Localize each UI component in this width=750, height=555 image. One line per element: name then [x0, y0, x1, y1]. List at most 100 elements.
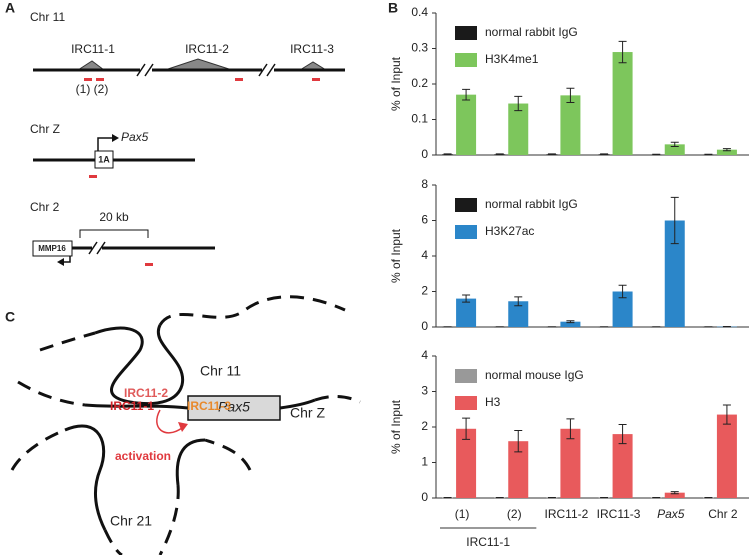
- site-label: (1): [76, 82, 91, 96]
- bar: [560, 428, 581, 498]
- region-label: IRC11-2: [185, 42, 229, 56]
- scale-bar: [79, 229, 149, 238]
- y-tick-label: 6: [421, 213, 428, 227]
- x-tick-label: (1): [455, 507, 470, 521]
- legend-label: normal mouse IgG: [485, 368, 584, 382]
- legend-label: H3K27ac: [485, 224, 534, 238]
- bar: [508, 301, 529, 327]
- scale-label: 20 kb: [99, 210, 129, 224]
- chromosome: [204, 438, 252, 471]
- legend-label: H3K4me1: [485, 52, 539, 66]
- legend-label: normal rabbit IgG: [485, 25, 578, 39]
- legend-swatch: [455, 26, 477, 40]
- break: [88, 241, 106, 255]
- x-tick-label: IRC11-2: [545, 507, 589, 521]
- bar: [716, 414, 737, 498]
- region-label: IRC11-2: [124, 386, 168, 400]
- chromosome: [314, 395, 361, 404]
- legend-label: normal rabbit IgG: [485, 197, 578, 211]
- primer: [89, 175, 97, 178]
- chromosome: [10, 428, 66, 471]
- bar: [560, 95, 581, 155]
- error-bar: [722, 148, 731, 152]
- y-tick-label: 2: [421, 284, 428, 298]
- legend-swatch: [455, 396, 477, 410]
- error-bar: [462, 88, 471, 101]
- exon-box: [94, 150, 114, 169]
- primer: [145, 263, 153, 266]
- chromosome: [158, 484, 180, 555]
- x-tick-label: IRC11-3: [597, 507, 641, 521]
- error-bar: [670, 141, 679, 147]
- gene-box: [187, 395, 281, 421]
- error-bar: [566, 418, 575, 440]
- arrowhead: [57, 258, 64, 266]
- primer: [235, 78, 243, 81]
- y-tick-label: 0: [421, 490, 428, 504]
- error-bar: [514, 95, 523, 112]
- chrom-label: Chr Z: [30, 122, 60, 136]
- region-label: IRC11-3: [187, 399, 231, 413]
- error-bar: [566, 87, 575, 103]
- primer: [96, 78, 104, 81]
- chrom-label: Chr Z: [290, 405, 325, 421]
- error-bar: [495, 153, 504, 156]
- error-bar: [514, 430, 523, 453]
- error-bar: [618, 284, 627, 299]
- error-bar: [514, 296, 523, 307]
- region-label: IRC11-3: [290, 42, 334, 56]
- bar: [664, 220, 685, 327]
- panel-label: C: [5, 309, 15, 325]
- error-bar: [618, 40, 627, 64]
- chrom-label: Chr 2: [30, 200, 60, 214]
- peak: [164, 58, 233, 71]
- error-bar: [443, 153, 452, 156]
- chromosome: [94, 324, 185, 406]
- error-bar: [652, 153, 661, 156]
- x-tick-label: Pax5: [657, 507, 685, 521]
- error-bar: [600, 153, 609, 156]
- legend-swatch: [455, 53, 477, 67]
- bar: [612, 52, 633, 155]
- y-axis-label: % of Input: [389, 399, 403, 454]
- gene-label: MMP16: [38, 244, 66, 253]
- error-bar: [670, 491, 679, 495]
- error-bar: [462, 294, 471, 303]
- legend-label: H3: [485, 395, 501, 409]
- bar: [508, 103, 529, 155]
- chromosome: [17, 380, 86, 407]
- error-bar: [618, 424, 627, 445]
- y-tick-label: 1: [421, 455, 428, 469]
- y-tick-label: 4: [421, 248, 428, 262]
- chrom-label: Chr 21: [110, 513, 152, 529]
- activation-arrow: [156, 409, 183, 434]
- y-tick-label: 0: [421, 319, 428, 333]
- primer: [84, 78, 92, 81]
- legend-swatch: [455, 225, 477, 239]
- error-bar: [704, 153, 713, 156]
- legend-swatch: [455, 369, 477, 383]
- y-tick-label: 8: [421, 177, 428, 191]
- panel-a: Chr 11 IRC11-1 IRC11-2 IRC11-3 (1) (2) C…: [30, 10, 345, 266]
- gene-label: Pax5: [121, 130, 149, 144]
- bar: [560, 321, 581, 327]
- y-tick-label: 2: [421, 419, 428, 433]
- activation-label: activation: [115, 449, 171, 463]
- x-tick-label: (2): [507, 507, 522, 521]
- y-tick-label: 0.4: [411, 5, 428, 19]
- chromosome: [158, 295, 346, 326]
- error-bar: [462, 417, 471, 440]
- legend-swatch: [455, 198, 477, 212]
- y-tick-label: 0.1: [411, 112, 428, 126]
- region-label: IRC11-1: [71, 42, 115, 56]
- bar: [664, 144, 685, 155]
- y-tick-label: 3: [421, 384, 428, 398]
- bar: [612, 434, 633, 498]
- chromosome: [64, 424, 107, 531]
- y-tick-label: 4: [421, 348, 428, 362]
- error-bar: [547, 153, 556, 156]
- bar: [664, 492, 685, 498]
- site-label: (2): [94, 82, 109, 96]
- bar: [456, 298, 477, 327]
